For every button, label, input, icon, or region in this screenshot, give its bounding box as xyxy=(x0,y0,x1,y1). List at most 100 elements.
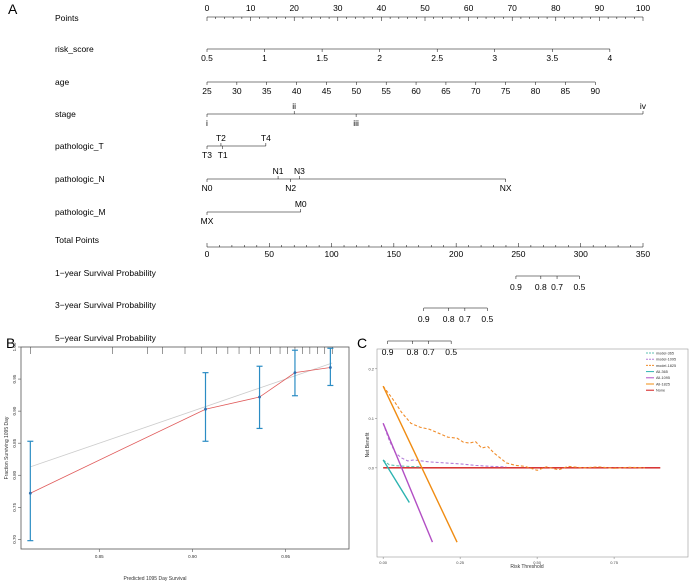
variable-tick-label: N2 xyxy=(285,183,296,193)
variable-tick-label: 1.5 xyxy=(316,53,328,63)
dca-x-tick-label: 0.00 xyxy=(379,560,388,565)
variable-tick-label: 2 xyxy=(377,53,382,63)
variable-tick-label: 2.5 xyxy=(431,53,443,63)
calibration-plot-frame xyxy=(20,346,350,550)
survival-tick-label: 0.9 xyxy=(510,282,522,292)
calibration-y-tick-label: 0.90 xyxy=(12,406,17,415)
dca-legend-label: model-1095 xyxy=(656,358,676,362)
points-axis-tick-label: 40 xyxy=(377,3,387,13)
variable-tick-label: 55 xyxy=(381,86,391,96)
variable-tick-label: N3 xyxy=(294,166,305,176)
dca-series-line xyxy=(382,459,421,468)
calibration-point xyxy=(204,407,207,411)
variable-label: pathologic_N xyxy=(55,174,105,184)
survival-tick-label: 0.8 xyxy=(443,314,455,324)
calibration-panel: Predicted 1095 Day Survival Fraction Sur… xyxy=(4,342,350,582)
dca-series-line xyxy=(382,423,507,468)
variable-tick-label: 90 xyxy=(591,86,601,96)
variable-tick-label: 30 xyxy=(232,86,242,96)
variable-tick-label: 70 xyxy=(471,86,481,96)
dca-y-tick-label: 0.1 xyxy=(368,416,374,421)
variable-tick-label: 3.5 xyxy=(546,53,558,63)
points-axis-tick-label: 80 xyxy=(551,3,561,13)
points-axis-tick-label: 10 xyxy=(246,3,256,13)
variable-tick-label: 25 xyxy=(202,86,212,96)
dca-legend-label: All-365 xyxy=(656,370,668,374)
variable-tick-label: NX xyxy=(500,183,512,193)
total-points-tick-label: 100 xyxy=(324,249,338,259)
calibration-y-tick-label: 1.00 xyxy=(12,342,17,351)
calibration-x-tick-label: 0.85 xyxy=(95,554,104,559)
variable-tick-label: MX xyxy=(201,216,214,226)
survival-tick-label: 0.9 xyxy=(382,347,394,357)
survival-axis-label: 3−year Survival Probability xyxy=(55,300,157,310)
variable-tick-label: 50 xyxy=(352,86,362,96)
variable-tick-label: T4 xyxy=(261,133,271,143)
dca-y-tick-label: 0.0 xyxy=(368,465,374,470)
dca-legend-label: All-1095 xyxy=(656,376,670,380)
variable-tick-label: 45 xyxy=(322,86,332,96)
dca-panel: Risk Threshold Net Benefit 0.00 0.25 0.50 0… xyxy=(365,348,689,570)
dca-x-tick-label: 0.50 xyxy=(533,560,542,565)
points-axis-tick-label: 0 xyxy=(205,3,210,13)
variable-tick-label: T3 xyxy=(202,150,212,160)
dca-y-tick-label: 0.2 xyxy=(368,366,374,371)
survival-axis-label: 1−year Survival Probability xyxy=(55,268,157,278)
dca-plot-frame xyxy=(376,348,689,558)
variable-tick-label: 60 xyxy=(411,86,421,96)
variable-label: pathologic_M xyxy=(55,207,106,217)
dca-legend-label: model-1825 xyxy=(656,364,676,368)
panel-label-b: B xyxy=(6,335,15,351)
calibration-xlabel: Predicted 1095 Day Survival xyxy=(123,576,186,582)
variable-tick-label: 80 xyxy=(531,86,541,96)
variable-tick-label: 3 xyxy=(492,53,497,63)
calibration-point xyxy=(293,371,297,375)
dca-x-tick-label: 0.75 xyxy=(610,560,619,565)
calibration-ylabel: Fraction Surviving 1095 Day xyxy=(4,416,10,479)
dca-series-line xyxy=(382,385,458,543)
points-axis-tick-label: 30 xyxy=(333,3,343,13)
calibration-y-tick-label: 0.70 xyxy=(12,535,17,544)
variable-tick-label: 75 xyxy=(501,86,511,96)
dca-ylabel: Net Benefit xyxy=(365,432,371,457)
variable-tick-label: 4 xyxy=(607,53,612,63)
calibration-y-tick-label: 0.85 xyxy=(12,438,17,447)
total-points-tick-label: 350 xyxy=(636,249,650,259)
points-axis-tick-label: 60 xyxy=(464,3,474,13)
survival-tick-label: 0.8 xyxy=(407,347,419,357)
total-points-tick-label: 200 xyxy=(449,249,463,259)
variable-tick-label: iv xyxy=(640,101,647,111)
variable-tick-label: ii xyxy=(292,101,296,111)
total-points-tick-label: 0 xyxy=(205,249,210,259)
total-points-tick-label: 250 xyxy=(511,249,525,259)
survival-axis-label: 5−year Survival Probability xyxy=(55,333,157,343)
variable-tick-label: N1 xyxy=(273,166,284,176)
dca-x-tick-label: 0.25 xyxy=(456,560,465,565)
variable-tick-label: T1 xyxy=(218,150,228,160)
survival-tick-label: 0.7 xyxy=(459,314,471,324)
variable-label: risk_score xyxy=(55,44,94,54)
survival-tick-label: 0.7 xyxy=(551,282,563,292)
calibration-point xyxy=(328,366,332,369)
points-axis-tick-label: 20 xyxy=(289,3,299,13)
survival-tick-label: 0.5 xyxy=(445,347,457,357)
variable-tick-label: N0 xyxy=(202,183,213,193)
points-axis-tick-label: 100 xyxy=(636,3,650,13)
survival-tick-label: 0.7 xyxy=(423,347,435,357)
total-points-tick-label: 50 xyxy=(265,249,275,259)
points-axis-label: Points xyxy=(55,13,79,23)
total-points-tick-label: 300 xyxy=(574,249,588,259)
dca-series-line xyxy=(382,385,645,471)
variable-tick-label: 0.5 xyxy=(201,53,213,63)
panel-label-a: A xyxy=(8,1,18,17)
calibration-point xyxy=(258,395,261,399)
dca-series-line xyxy=(382,459,410,503)
variable-tick-label: 65 xyxy=(441,86,451,96)
points-axis-tick-label: 90 xyxy=(595,3,605,13)
survival-tick-label: 0.9 xyxy=(418,314,430,324)
variable-label: age xyxy=(55,77,69,87)
calibration-observed-line xyxy=(30,367,331,494)
variable-tick-label: T2 xyxy=(216,133,226,143)
